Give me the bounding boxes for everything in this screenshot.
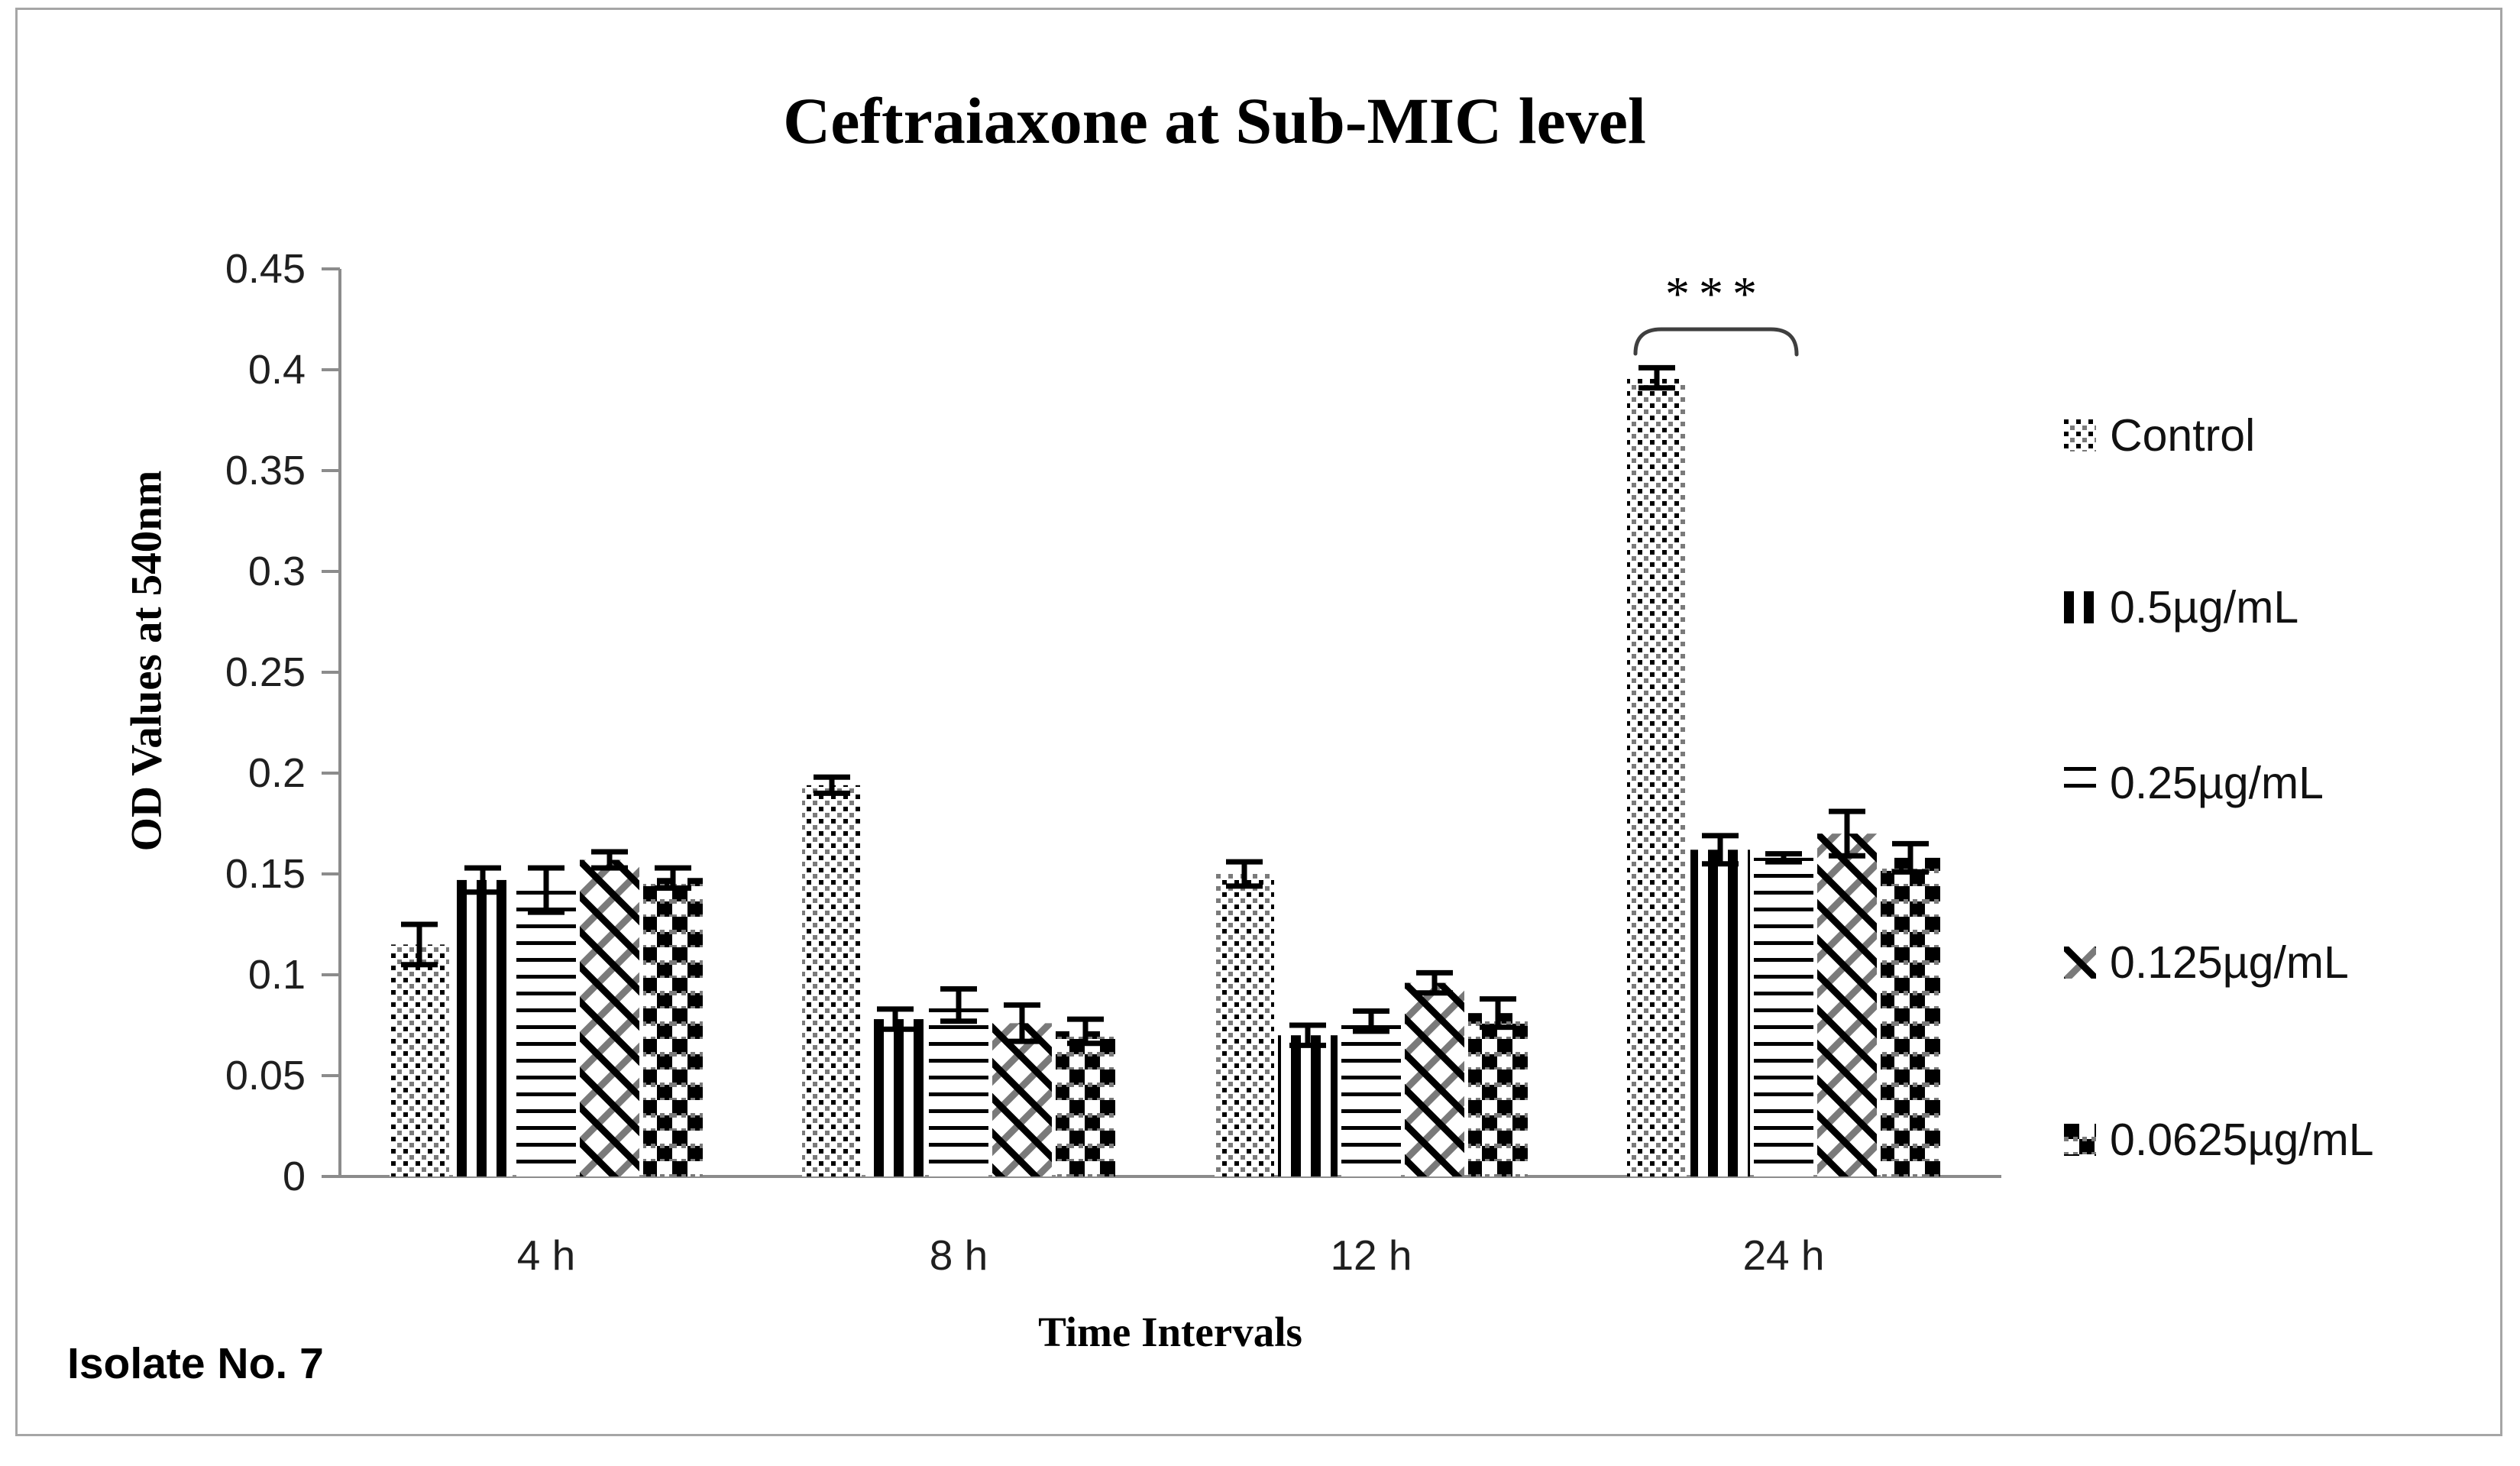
legend-swatch: [2064, 1124, 2096, 1156]
y-tick-label: 0.05: [225, 1053, 306, 1099]
bar: [516, 890, 576, 1176]
chart-title: Ceftraiaxone at Sub-MIC level: [783, 84, 1646, 157]
y-tick-label: 0.1: [247, 952, 306, 998]
legend-swatch: [2064, 947, 2096, 979]
legend-swatch: [2064, 767, 2096, 799]
bar: [1215, 874, 1274, 1176]
y-tick-label: 0: [282, 1154, 306, 1199]
y-tick-label: 0.35: [225, 448, 306, 494]
bar: [1881, 857, 1940, 1176]
bar: [1754, 857, 1813, 1176]
bar: [1056, 1031, 1115, 1176]
bar: [1627, 377, 1687, 1176]
bar: [390, 944, 449, 1176]
bar: [1817, 833, 1877, 1176]
significance-stars: ***: [1665, 267, 1766, 321]
bar: [1341, 1021, 1401, 1176]
bar: [865, 1019, 925, 1176]
bar: [1405, 982, 1464, 1176]
y-tick-label: 0.2: [247, 750, 306, 796]
bar: [580, 859, 639, 1176]
figure-border: [15, 8, 2502, 1436]
y-tick-label: 0.25: [225, 649, 306, 695]
bar: [1690, 850, 1750, 1176]
y-tick-label: 0.4: [247, 347, 306, 393]
legend-swatch: [2064, 419, 2096, 451]
significance-bracket: [1633, 327, 1799, 357]
x-category-label: 24 h: [1742, 1231, 1825, 1279]
bar: [1468, 1013, 1528, 1176]
x-category-label: 12 h: [1330, 1231, 1412, 1279]
legend-label: 0.0625µg/mL: [2110, 1115, 2374, 1165]
bar: [643, 878, 703, 1176]
bar: [1278, 1035, 1338, 1176]
legend-swatch: [2064, 591, 2096, 623]
legend-label: Control: [2110, 410, 2256, 461]
bar: [929, 1005, 988, 1176]
legend-label: 0.125µg/mL: [2110, 937, 2349, 988]
y-tick-label: 0.45: [225, 246, 306, 292]
legend-label: 0.25µg/mL: [2110, 758, 2324, 808]
isolate-footnote: Isolate No. 7: [67, 1339, 324, 1388]
legend-label: 0.5µg/mL: [2110, 582, 2299, 633]
y-tick-label: 0.15: [225, 851, 306, 897]
x-axis-title: Time Intervals: [1038, 1309, 1302, 1355]
y-tick-label: 0.3: [247, 549, 306, 594]
bar: [802, 785, 862, 1176]
x-category-label: 4 h: [516, 1231, 576, 1279]
x-category-label: 8 h: [929, 1231, 988, 1279]
bar: [453, 879, 513, 1176]
bar: [992, 1023, 1052, 1176]
